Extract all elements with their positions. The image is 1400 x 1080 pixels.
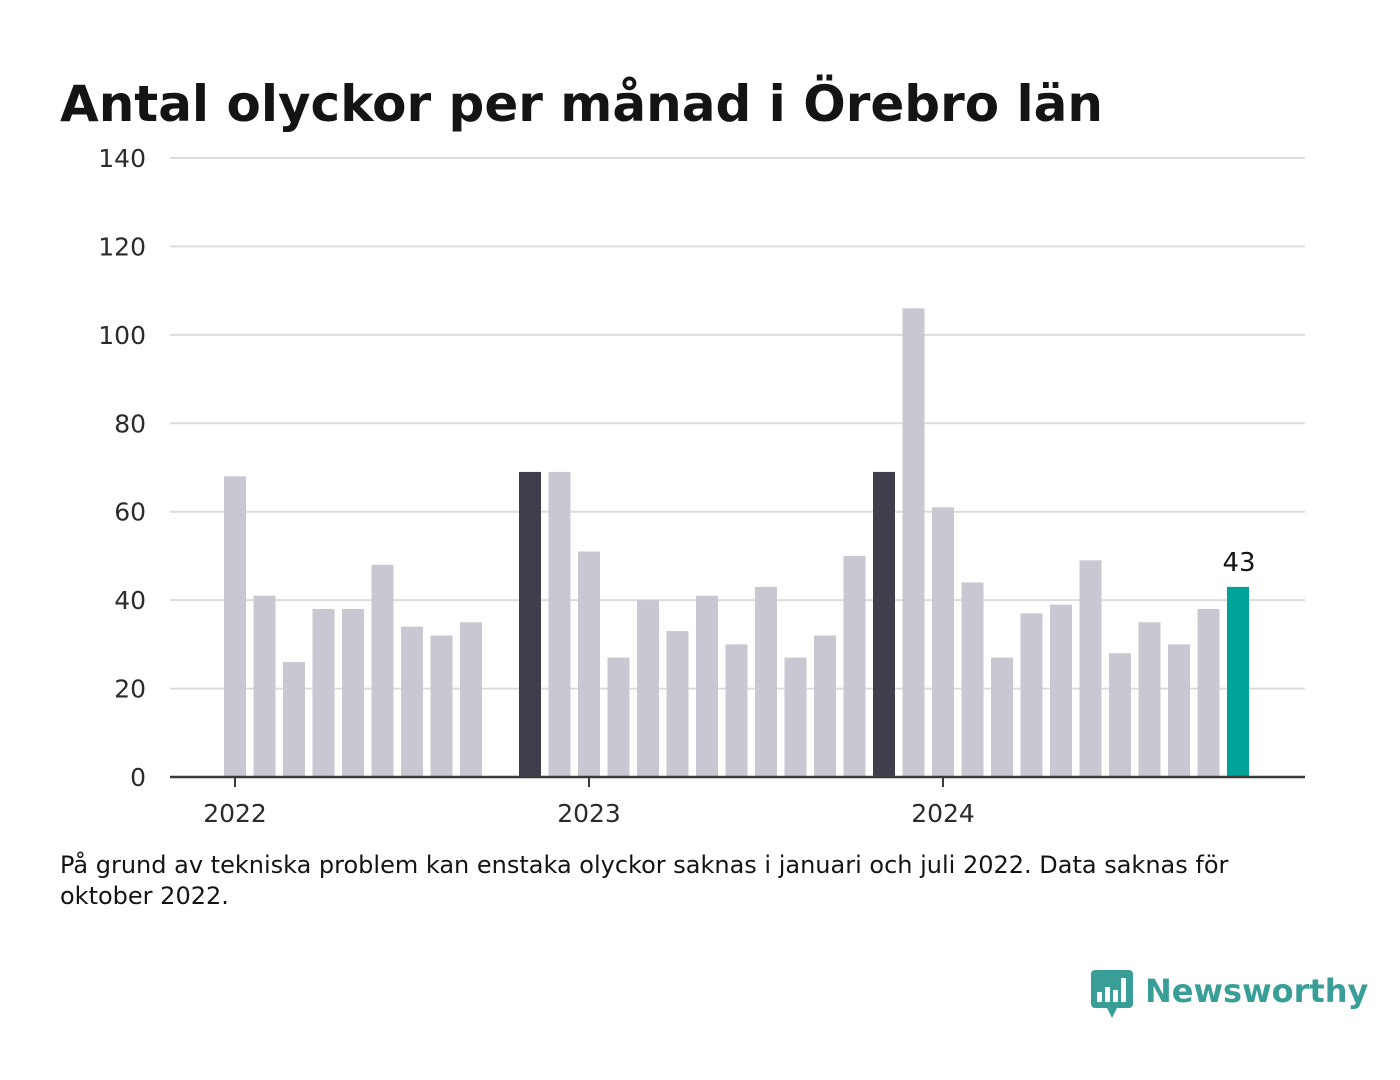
- bar: [312, 608, 335, 777]
- bar: [224, 476, 246, 777]
- bar: [666, 631, 689, 777]
- y-tick-label: 20: [114, 675, 146, 704]
- y-tick-label: 0: [130, 763, 146, 792]
- data-label: 43: [1222, 548, 1255, 578]
- x-tick-label: 2022: [203, 799, 267, 828]
- bar: [1168, 644, 1190, 777]
- bar: [1227, 586, 1249, 777]
- bar: [1197, 608, 1220, 777]
- bar-chart-speech-bubble-icon: [1091, 970, 1133, 1018]
- y-tick-label: 80: [114, 409, 146, 438]
- bar: [1020, 613, 1043, 777]
- bar: [725, 644, 748, 777]
- bar: [843, 555, 866, 777]
- data-labels: 43: [1222, 548, 1255, 578]
- bar: [371, 564, 394, 777]
- bar: [342, 608, 364, 777]
- bar: [578, 551, 600, 777]
- y-tick-label: 60: [114, 498, 146, 527]
- bar: [932, 507, 954, 777]
- bar: [873, 471, 895, 777]
- bar: [1138, 622, 1161, 777]
- bar: [1079, 560, 1102, 777]
- y-tick-label: 140: [98, 144, 146, 173]
- bar: [814, 635, 836, 777]
- brand-logo-link[interactable]: Newsworthy: [1091, 970, 1368, 1024]
- y-tick-label: 100: [98, 321, 146, 350]
- bar: [519, 471, 541, 777]
- bars: [224, 308, 1249, 777]
- bar: [696, 595, 718, 777]
- bar: [1109, 653, 1131, 777]
- chart-title: Antal olyckor per månad i Örebro län: [60, 75, 1103, 133]
- bar: [607, 657, 630, 777]
- bar: [253, 595, 276, 777]
- bar: [460, 622, 482, 777]
- bar: [401, 626, 423, 777]
- x-tick-label: 2024: [911, 799, 975, 828]
- bar: [991, 657, 1013, 777]
- bar: [755, 586, 777, 777]
- footnote: På grund av tekniska problem kan enstaka…: [60, 851, 1229, 910]
- y-tick-label: 40: [114, 586, 146, 615]
- y-tick-label: 120: [98, 232, 146, 261]
- x-tick-label: 2023: [557, 799, 621, 828]
- bar: [283, 662, 305, 777]
- bar: [637, 600, 659, 777]
- bar: [784, 657, 807, 777]
- grid-lines: [170, 157, 1305, 690]
- bar-chart: 0 20 40 60 80 100 120 140 2022 2023 2024 43: [98, 144, 1305, 828]
- brand-name: Newsworthy: [1145, 972, 1369, 1010]
- bar: [961, 582, 984, 777]
- bar: [902, 308, 925, 777]
- bar: [430, 635, 453, 777]
- bar: [1050, 604, 1072, 777]
- y-axis-tick-labels: 0 20 40 60 80 100 120 140: [98, 144, 146, 792]
- x-axis: 2022 2023 2024: [170, 775, 1305, 828]
- bar: [548, 471, 571, 777]
